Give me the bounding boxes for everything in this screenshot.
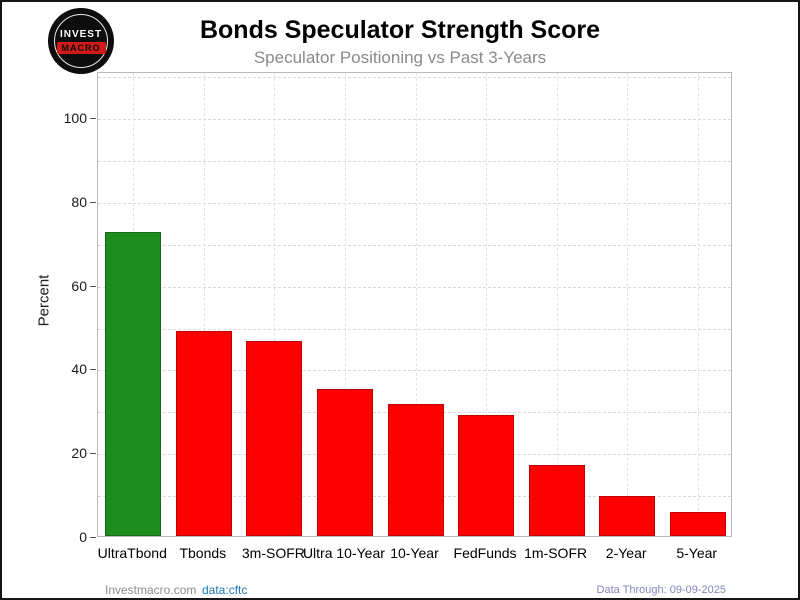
bar-FedFunds: [458, 414, 515, 536]
x-tick-label-3m-SOFR: 3m-SOFR: [241, 545, 305, 561]
investmacro-logo-icon: INVEST MACRO: [50, 10, 112, 72]
gridline-horizontal: [98, 202, 731, 204]
y-tick-mark: [90, 369, 96, 371]
x-tick-label-Ultra 10-Year: Ultra 10-Year: [302, 545, 385, 561]
gridline-vertical: [274, 73, 276, 536]
bar-Ultra 10-Year: [316, 389, 373, 536]
x-tick-label-UltraTbond: UltraTbond: [97, 545, 167, 561]
footer-data-source-text: data:cftc: [202, 583, 248, 597]
gridline-vertical: [486, 73, 488, 536]
y-tick-label: 0: [79, 529, 87, 545]
x-tick-label-FedFunds: FedFunds: [453, 545, 517, 561]
bar-Tbonds: [175, 330, 232, 536]
gridline-horizontal: [98, 328, 731, 330]
x-tick-label-10-Year: 10-Year: [390, 545, 439, 561]
y-tick-mark: [90, 118, 96, 120]
y-tick-label: 60: [71, 277, 87, 294]
gridline-vertical: [344, 73, 346, 536]
x-tick-label-5-Year: 5-Year: [676, 545, 718, 561]
y-tick-label: 40: [71, 361, 87, 378]
gridline-vertical: [415, 73, 417, 536]
y-tick-mark: [90, 537, 96, 538]
x-tick-label-1m-SOFR: 1m-SOFR: [524, 545, 588, 561]
gridline-vertical: [627, 73, 629, 536]
y-axis-label: Percent: [35, 274, 53, 327]
bar-5-Year: [669, 511, 726, 536]
bar-3m-SOFR: [246, 341, 303, 536]
plot-area: [97, 72, 732, 537]
gridline-horizontal: [98, 77, 731, 79]
gridline-horizontal: [98, 119, 731, 121]
y-tick-label: 100: [63, 110, 87, 127]
gridline-horizontal: [98, 244, 731, 246]
y-tick-label: 80: [71, 193, 87, 210]
gridline-vertical: [697, 73, 699, 536]
gridline-vertical: [203, 73, 205, 536]
logo-ring: [54, 14, 108, 68]
chart-title: Bonds Speculator Strength Score: [199, 16, 601, 44]
bar-2-Year: [599, 496, 656, 536]
bar-10-Year: [387, 404, 444, 536]
y-tick-mark: [90, 201, 96, 203]
bar-1m-SOFR: [528, 464, 585, 536]
footer-site-text: Investmacro.com: [105, 583, 197, 597]
gridline-vertical: [556, 73, 558, 536]
y-tick-mark: [90, 453, 96, 455]
x-tick-label-Tbonds: Tbonds: [179, 545, 227, 561]
gridline-horizontal: [98, 286, 731, 288]
gridline-horizontal: [98, 370, 731, 372]
x-tick-label-2-Year: 2-Year: [605, 545, 647, 561]
bar-UltraTbond: [105, 232, 162, 536]
logo-text-invest: INVEST: [59, 28, 103, 40]
chart-subtitle: Speculator Positioning vs Past 3-Years: [253, 48, 547, 67]
logo-text-macro: MACRO: [56, 41, 106, 54]
y-tick-label: 20: [71, 445, 87, 462]
gridline-horizontal: [98, 160, 731, 162]
y-tick-mark: [90, 285, 96, 287]
footer-data-through-text: Data Through: 09-09-2025: [596, 584, 726, 596]
